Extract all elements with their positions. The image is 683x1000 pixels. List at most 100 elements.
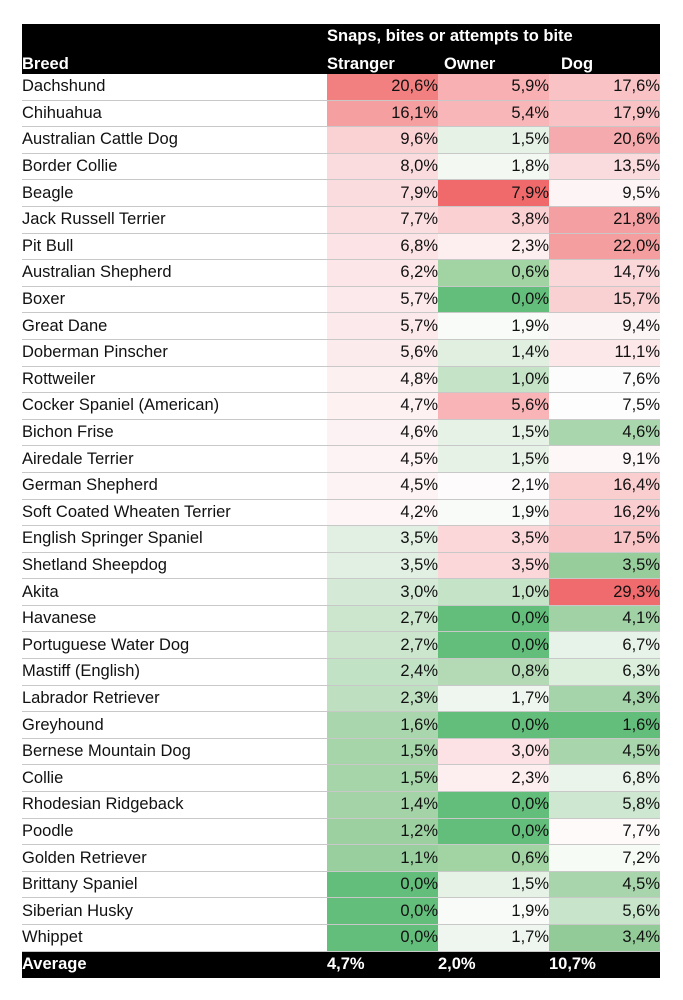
breed-cell: Soft Coated Wheaten Terrier xyxy=(22,499,327,527)
breed-cell: Chihuahua xyxy=(22,100,327,128)
table-row: Mastiff (English) 2,4% 0,8% 6,3% xyxy=(22,658,660,686)
dog-cell: 14,7% xyxy=(549,259,660,287)
table-row: Brittany Spaniel 0,0% 1,5% 4,5% xyxy=(22,871,660,899)
average-dog: 10,7% xyxy=(549,951,660,978)
average-label: Average xyxy=(22,951,327,978)
breed-cell: Great Dane xyxy=(22,312,327,340)
owner-cell: 1,5% xyxy=(438,445,549,473)
owner-cell: 0,0% xyxy=(438,711,549,739)
owner-cell: 1,9% xyxy=(438,312,549,340)
dog-cell: 3,5% xyxy=(549,552,660,580)
dog-cell: 4,1% xyxy=(549,605,660,633)
owner-header: Owner xyxy=(438,49,549,74)
owner-cell: 5,9% xyxy=(438,74,549,101)
average-owner: 2,0% xyxy=(438,951,549,978)
dog-cell: 7,2% xyxy=(549,844,660,872)
table-row: Dachshund 20,6% 5,9% 17,6% xyxy=(22,74,660,101)
table-row: Great Dane 5,7% 1,9% 9,4% xyxy=(22,312,660,340)
stranger-cell: 3,0% xyxy=(327,578,438,606)
breed-cell: Jack Russell Terrier xyxy=(22,206,327,234)
table-row: Rhodesian Ridgeback 1,4% 0,0% 5,8% xyxy=(22,791,660,819)
breed-cell: Boxer xyxy=(22,286,327,314)
breed-cell: German Shepherd xyxy=(22,472,327,500)
owner-cell: 1,8% xyxy=(438,153,549,181)
owner-cell: 3,0% xyxy=(438,738,549,766)
stranger-cell: 16,1% xyxy=(327,100,438,128)
owner-cell: 2,3% xyxy=(438,764,549,793)
table-row: German Shepherd 4,5% 2,1% 16,4% xyxy=(22,472,660,500)
stranger-cell: 4,2% xyxy=(327,499,438,527)
breed-cell: Rhodesian Ridgeback xyxy=(22,791,327,819)
stranger-cell: 2,7% xyxy=(327,631,438,660)
dog-cell: 4,3% xyxy=(549,685,660,713)
dog-header: Dog xyxy=(549,49,660,74)
table-row: Golden Retriever 1,1% 0,6% 7,2% xyxy=(22,844,660,872)
breed-cell: Collie xyxy=(22,764,327,793)
dog-cell: 17,9% xyxy=(549,100,660,128)
owner-cell: 5,6% xyxy=(438,392,549,420)
table-row: Akita 3,0% 1,0% 29,3% xyxy=(22,578,660,606)
owner-cell: 3,5% xyxy=(438,525,549,553)
table-row: Pit Bull 6,8% 2,3% 22,0% xyxy=(22,233,660,261)
breed-cell: Bernese Mountain Dog xyxy=(22,738,327,766)
stranger-cell: 3,5% xyxy=(327,525,438,553)
owner-cell: 2,3% xyxy=(438,233,549,261)
stranger-cell: 2,3% xyxy=(327,685,438,713)
dog-cell: 7,6% xyxy=(549,366,660,394)
owner-cell: 3,8% xyxy=(438,206,549,234)
dog-cell: 22,0% xyxy=(549,233,660,261)
breed-cell: Border Collie xyxy=(22,153,327,181)
stranger-cell: 0,0% xyxy=(327,924,438,952)
table-row: Collie 1,5% 2,3% 6,8% xyxy=(22,764,660,793)
breed-cell: English Springer Spaniel xyxy=(22,525,327,553)
dog-cell: 4,5% xyxy=(549,738,660,766)
dog-cell: 7,7% xyxy=(549,818,660,846)
breed-cell: Golden Retriever xyxy=(22,844,327,872)
stranger-cell: 0,0% xyxy=(327,871,438,899)
dog-cell: 16,4% xyxy=(549,472,660,500)
stranger-cell: 1,1% xyxy=(327,844,438,872)
table-row: Havanese 2,7% 0,0% 4,1% xyxy=(22,605,660,633)
breed-cell: Pit Bull xyxy=(22,233,327,261)
dog-cell: 9,1% xyxy=(549,445,660,473)
owner-cell: 0,6% xyxy=(438,844,549,872)
breed-cell: Airedale Terrier xyxy=(22,445,327,473)
dog-cell: 9,5% xyxy=(549,179,660,207)
stranger-cell: 1,4% xyxy=(327,791,438,819)
dog-cell: 5,8% xyxy=(549,791,660,819)
dog-cell: 4,5% xyxy=(549,871,660,899)
owner-cell: 0,0% xyxy=(438,286,549,314)
stranger-cell: 1,2% xyxy=(327,818,438,846)
stranger-cell: 4,5% xyxy=(327,445,438,473)
dog-cell: 17,6% xyxy=(549,74,660,101)
owner-cell: 0,0% xyxy=(438,791,549,819)
breed-cell: Whippet xyxy=(22,924,327,952)
breed-cell: Doberman Pinscher xyxy=(22,339,327,367)
stranger-cell: 5,7% xyxy=(327,312,438,340)
average-stranger: 4,7% xyxy=(327,951,438,978)
stranger-cell: 1,5% xyxy=(327,764,438,793)
stranger-cell: 7,7% xyxy=(327,206,438,234)
stranger-cell: 6,2% xyxy=(327,259,438,287)
dog-cell: 6,3% xyxy=(549,658,660,686)
dog-cell: 9,4% xyxy=(549,312,660,340)
dog-cell: 6,7% xyxy=(549,631,660,660)
dog-cell: 6,8% xyxy=(549,764,660,793)
owner-cell: 7,9% xyxy=(438,179,549,207)
owner-cell: 1,5% xyxy=(438,126,549,154)
breed-cell: Rottweiler xyxy=(22,366,327,394)
dog-cell: 3,4% xyxy=(549,924,660,952)
breed-cell: Brittany Spaniel xyxy=(22,871,327,899)
breed-cell: Bichon Frise xyxy=(22,419,327,447)
dog-cell: 20,6% xyxy=(549,126,660,154)
dog-cell: 15,7% xyxy=(549,286,660,314)
table-row: Border Collie 8,0% 1,8% 13,5% xyxy=(22,153,660,181)
table-row: Australian Cattle Dog 9,6% 1,5% 20,6% xyxy=(22,126,660,154)
dog-cell: 7,5% xyxy=(549,392,660,420)
stranger-cell: 5,6% xyxy=(327,339,438,367)
table-row: Shetland Sheepdog 3,5% 3,5% 3,5% xyxy=(22,552,660,580)
dog-cell: 1,6% xyxy=(549,711,660,739)
stranger-cell: 7,9% xyxy=(327,179,438,207)
owner-cell: 5,4% xyxy=(438,100,549,128)
table-row: Rottweiler 4,8% 1,0% 7,6% xyxy=(22,366,660,394)
